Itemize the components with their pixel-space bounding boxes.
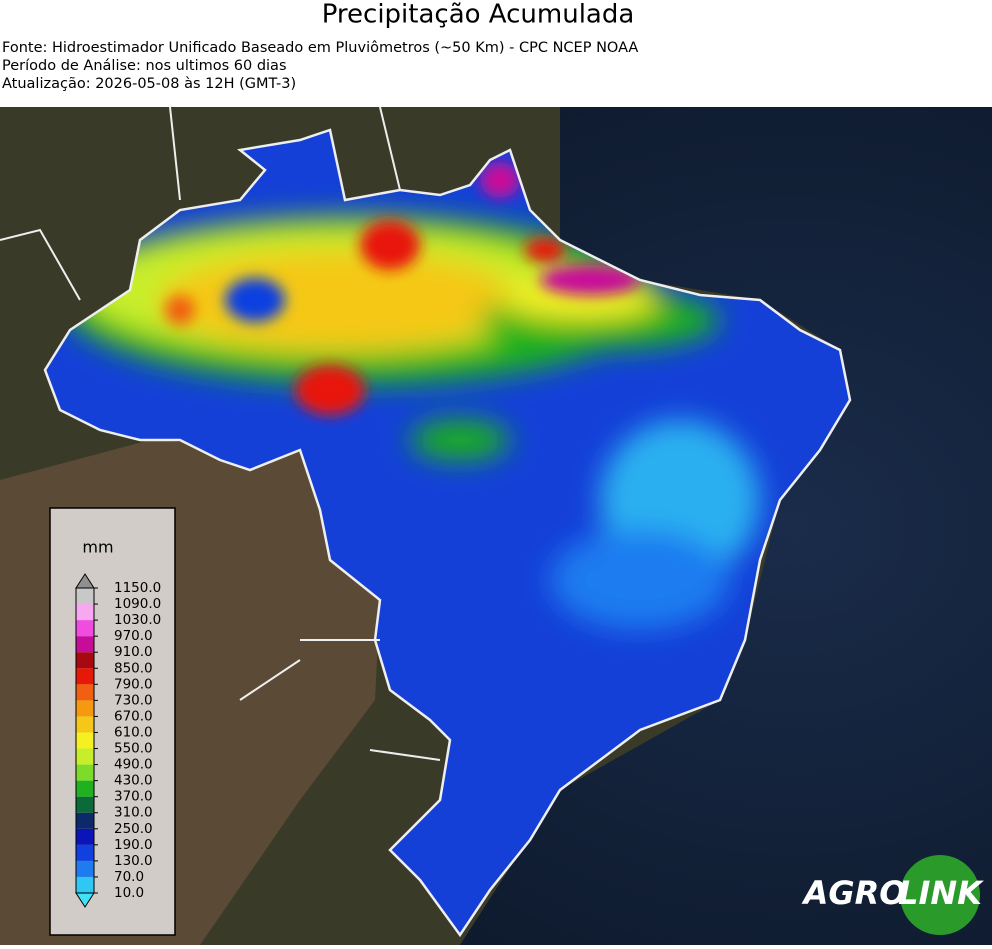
colorbar-unit: mm: [82, 538, 113, 557]
colorbar-band: [76, 604, 94, 621]
colorbar-tick-label: 430.0: [114, 773, 153, 789]
colorbar-tick-label: 1030.0: [114, 612, 161, 628]
colorbar: mm: [49, 507, 176, 936]
colorbar-band: [76, 780, 94, 797]
colorbar-band: [76, 668, 94, 685]
colorbar-tick-label: 190.0: [114, 837, 153, 853]
brazil-border: [43, 128, 852, 938]
colorbar-tick-label: 490.0: [114, 757, 153, 773]
colorbar-tick-label: 550.0: [114, 741, 153, 757]
logo-right: LINK: [898, 874, 984, 912]
colorbar-tick-label: 970.0: [114, 628, 153, 644]
country-borders: [0, 106, 441, 761]
colorbar-band: [76, 876, 94, 893]
colorbar-tick-label: 790.0: [114, 676, 153, 692]
colorbar-band: [76, 588, 94, 605]
title: Precipitação Acumulada: [322, 0, 635, 30]
colorbar-tick-label: 610.0: [114, 724, 153, 740]
colorbar-tick-label: 10.0: [114, 885, 144, 901]
colorbar-tick-label: 70.0: [114, 869, 144, 885]
colorbar-band: [76, 684, 94, 701]
colorbar-band: [76, 812, 94, 829]
colorbar-band: [76, 700, 94, 717]
colorbar-outline: [75, 587, 95, 894]
colorbar-tick-label: 850.0: [114, 660, 153, 676]
colorbar-band: [76, 716, 94, 733]
colorbar-tick-label: 130.0: [114, 853, 153, 869]
colorbar-band: [76, 652, 94, 669]
colorbar-band: [76, 748, 94, 765]
colorbar-band: [76, 796, 94, 813]
subtitle-line: Atualização: 2026-05-08 às 12H (GMT-3): [2, 76, 296, 92]
colorbar-band: [76, 844, 94, 861]
subtitle-line: Período de Análise: nos ultimos 60 dias: [2, 58, 287, 74]
logo: AGRO LINK: [801, 855, 984, 935]
colorbar-tick-label: 370.0: [114, 789, 153, 805]
colorbar-tick-label: 1150.0: [114, 580, 161, 596]
colorbar-tick-label: 730.0: [114, 692, 153, 708]
colorbar-tick-label: 910.0: [114, 644, 153, 660]
logo-left: AGRO: [801, 874, 907, 912]
colorbar-band: [76, 828, 94, 845]
colorbar-band: [76, 860, 94, 877]
colorbar-box: [49, 507, 176, 936]
colorbar-tick-label: 1090.0: [114, 596, 161, 612]
logo-circle: [900, 855, 980, 935]
colorbar-tick-label: 670.0: [114, 708, 153, 724]
subtitle-line: Fonte: Hidroestimador Unificado Baseado …: [2, 40, 638, 56]
colorbar-band: [76, 620, 94, 637]
colorbar-band: [76, 764, 94, 781]
colorbar-band: [76, 636, 94, 653]
colorbar-tick-label: 310.0: [114, 805, 153, 821]
colorbar-band: [76, 732, 94, 749]
colorbar-tick-label: 250.0: [114, 821, 153, 837]
